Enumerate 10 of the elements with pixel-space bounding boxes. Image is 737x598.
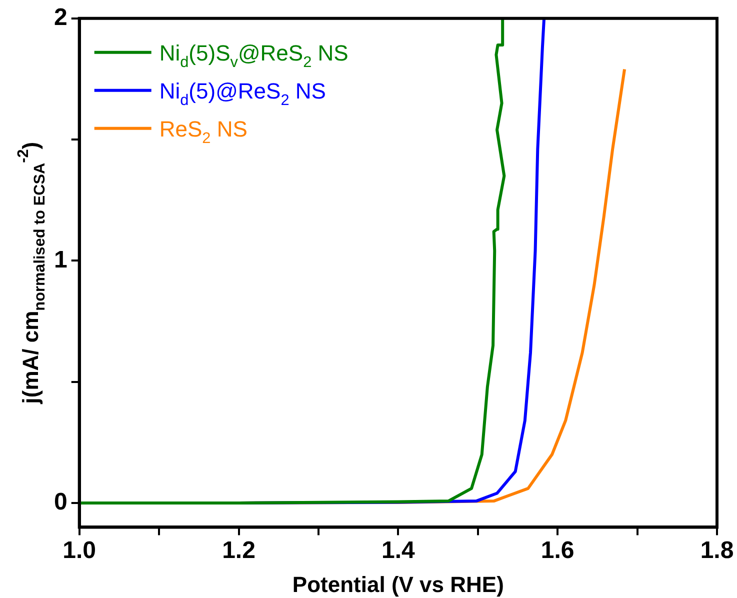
x-tick-label: 1.8	[700, 537, 734, 564]
x-axis-title: Potential (V vs RHE)	[292, 572, 504, 597]
x-tick-label: 1.4	[381, 537, 416, 564]
x-tick-label: 1.2	[222, 537, 256, 564]
y-tick-label: 2	[54, 4, 68, 32]
x-tick-label: 1.6	[540, 537, 574, 564]
y-tick-label: 1	[54, 246, 68, 274]
y-tick-label: 0	[54, 488, 68, 516]
y-axis-title: j(mA/ cmnormalised to ECSA-2)	[15, 142, 49, 405]
x-tick-label: 1.0	[62, 537, 96, 564]
